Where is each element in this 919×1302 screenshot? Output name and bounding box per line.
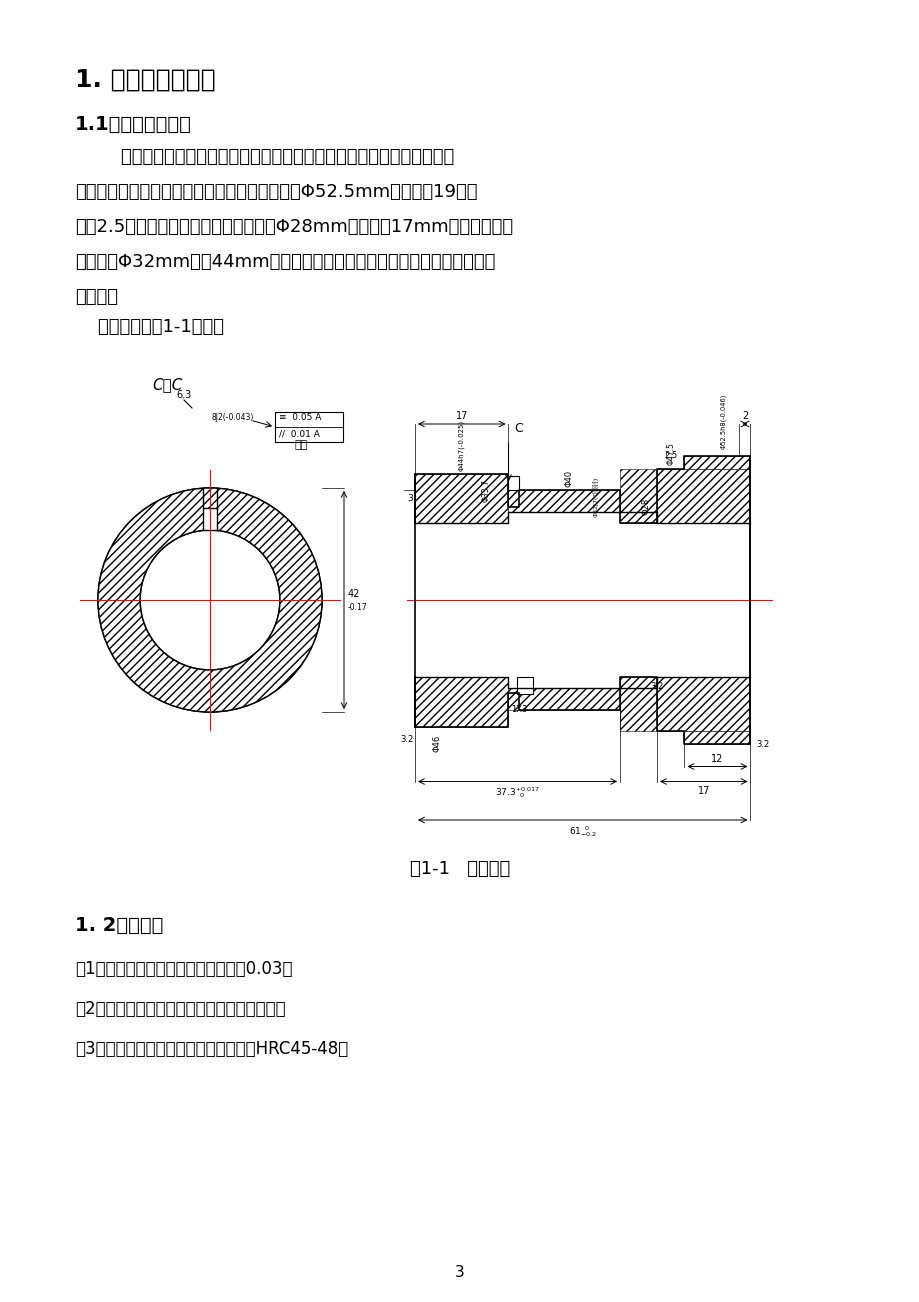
Polygon shape <box>684 730 750 745</box>
Text: 1.1零件的结构特点: 1.1零件的结构特点 <box>75 115 192 134</box>
Text: 2: 2 <box>741 411 747 421</box>
Text: 轴肩: 轴肩 <box>295 440 308 450</box>
Text: 17: 17 <box>455 411 468 421</box>
Polygon shape <box>656 470 750 523</box>
Text: 2.5: 2.5 <box>664 450 676 460</box>
Text: 个油槽。: 个油槽。 <box>75 288 118 306</box>
Polygon shape <box>508 490 619 512</box>
Text: C: C <box>514 422 523 435</box>
Bar <box>203 508 217 530</box>
Text: 1. 2技术要求: 1. 2技术要求 <box>75 917 164 935</box>
Text: 有一个键槽和另外一个零件进行配合。另一端为Φ52.5mm、齿数为19、模: 有一个键槽和另外一个零件进行配合。另一端为Φ52.5mm、齿数为19、模 <box>75 184 477 201</box>
Polygon shape <box>414 677 508 727</box>
Text: 3: 3 <box>407 493 413 503</box>
Text: ≡  0.05 A: ≡ 0.05 A <box>278 414 321 423</box>
Text: 1X3: 1X3 <box>511 706 528 715</box>
Text: 3: 3 <box>455 1266 464 1280</box>
Wedge shape <box>98 488 322 712</box>
Text: 42: 42 <box>347 589 360 599</box>
Text: （2）毛坯要经过调至热处理，提高力学性能；: （2）毛坯要经过调至热处理，提高力学性能； <box>75 1000 285 1018</box>
Text: Φ28: Φ28 <box>641 497 650 514</box>
FancyBboxPatch shape <box>275 411 343 441</box>
Text: 也要加工Φ32mm长为44mm，精度要求比较高的孔，在孔的一侧还要加工一: 也要加工Φ32mm长为44mm，精度要求比较高的孔，在孔的一侧还要加工一 <box>75 253 494 271</box>
Text: Φ32J7($^{+0.014}_{+0.011}$): Φ32J7($^{+0.014}_{+0.011}$) <box>591 477 601 517</box>
Text: 6.3: 6.3 <box>176 391 191 400</box>
Text: //  0.01 A: // 0.01 A <box>278 430 320 439</box>
Polygon shape <box>619 677 684 730</box>
Text: Φ47.5: Φ47.5 <box>665 443 675 465</box>
Text: 8J2(-0.043): 8J2(-0.043) <box>211 413 254 422</box>
Text: Φ40: Φ40 <box>564 470 573 487</box>
Text: 3.2: 3.2 <box>400 734 414 743</box>
Text: 如题目要求，所加工的零件为一个轴齿轮。其一端为一个连续的短轴径: 如题目要求，所加工的零件为一个轴齿轮。其一端为一个连续的短轴径 <box>75 148 454 165</box>
Bar <box>516 677 533 694</box>
Text: $61^{\ \ 0}_{-0.2}$: $61^{\ \ 0}_{-0.2}$ <box>568 824 596 838</box>
Polygon shape <box>684 456 750 470</box>
Text: $37.3^{+0.017}_{\ \ 0}$: $37.3^{+0.017}_{\ \ 0}$ <box>494 785 539 801</box>
Text: 具体形状如图1-1所示。: 具体形状如图1-1所示。 <box>75 318 223 336</box>
Text: （1）轴的内圆与外圆的圆跳度不大于0.03；: （1）轴的内圆与外圆的圆跳度不大于0.03； <box>75 960 292 978</box>
Polygon shape <box>619 470 684 523</box>
Polygon shape <box>414 474 508 523</box>
Text: C－C: C－C <box>152 378 182 392</box>
Text: （3）齿部表面要进行淬火处理，硬度为HRC45-48。: （3）齿部表面要进行淬火处理，硬度为HRC45-48。 <box>75 1040 348 1059</box>
Text: 3.2: 3.2 <box>650 682 663 691</box>
Polygon shape <box>656 677 750 730</box>
Text: 3.2: 3.2 <box>755 740 768 749</box>
Text: 12: 12 <box>710 754 723 763</box>
Text: 图1-1   加工零件: 图1-1 加工零件 <box>410 861 509 878</box>
Text: 17: 17 <box>697 785 709 796</box>
Text: Φ33.7: Φ33.7 <box>482 479 491 503</box>
Text: 1. 零件的工艺分析: 1. 零件的工艺分析 <box>75 68 215 92</box>
Text: 数是2.5的齿轮。在齿轮的一端加工一个Φ28mm，长度为17mm的孔，另一端: 数是2.5的齿轮。在齿轮的一端加工一个Φ28mm，长度为17mm的孔，另一端 <box>75 217 513 236</box>
Text: -0.17: -0.17 <box>347 604 368 612</box>
Text: Φ46: Φ46 <box>432 734 441 753</box>
Text: Φ44h7(-0.025): Φ44h7(-0.025) <box>458 419 464 471</box>
Polygon shape <box>508 687 619 710</box>
Bar <box>508 477 519 490</box>
Text: Φ52.5h8(-0.046): Φ52.5h8(-0.046) <box>719 393 725 449</box>
